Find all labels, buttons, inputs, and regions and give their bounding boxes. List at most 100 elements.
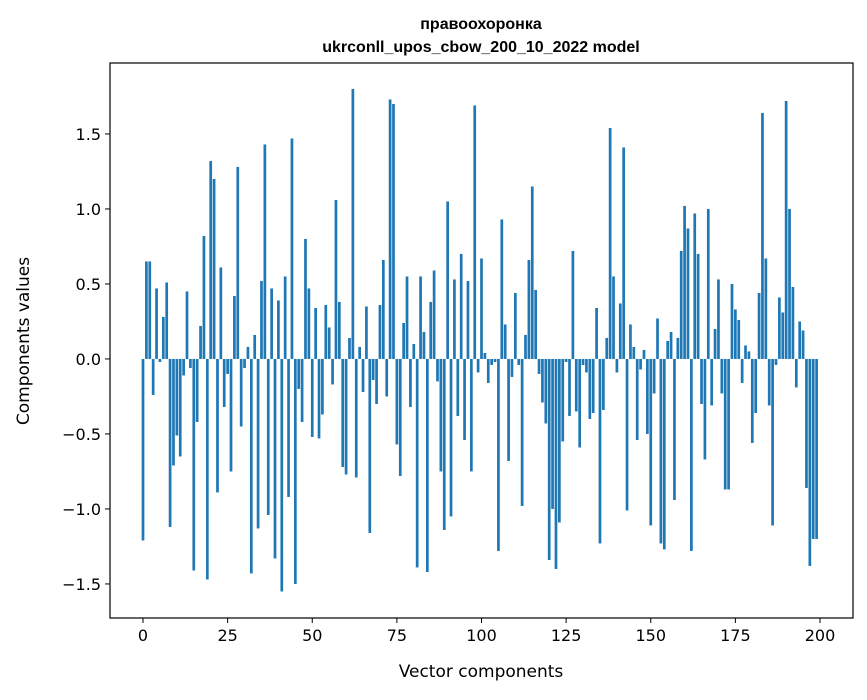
bar-46 bbox=[297, 358, 301, 389]
bar-91 bbox=[449, 358, 453, 517]
bar-183 bbox=[761, 112, 764, 359]
x-tick-label: 0 bbox=[138, 626, 148, 645]
bar-27 bbox=[233, 295, 236, 359]
bar-86 bbox=[432, 270, 436, 359]
bar-52 bbox=[317, 358, 321, 439]
bar-147 bbox=[639, 358, 642, 370]
bar-186 bbox=[771, 358, 774, 526]
bar-196 bbox=[805, 358, 808, 488]
bar-130 bbox=[581, 358, 585, 365]
bar-132 bbox=[588, 358, 592, 419]
bar-154 bbox=[662, 358, 666, 550]
bar-11 bbox=[178, 358, 182, 457]
bar-144 bbox=[629, 324, 632, 359]
bar-54 bbox=[324, 304, 328, 359]
bar-104 bbox=[493, 358, 497, 362]
bar-198 bbox=[811, 358, 815, 539]
y-axis-label: Components values bbox=[14, 257, 34, 425]
bar-72 bbox=[385, 358, 389, 397]
bar-71 bbox=[381, 259, 385, 359]
bar-1 bbox=[145, 261, 148, 359]
bar-105 bbox=[497, 358, 500, 551]
y-tick-label: 0.5 bbox=[76, 275, 101, 294]
bar-171 bbox=[720, 358, 724, 394]
bar-23 bbox=[219, 267, 223, 359]
bar-131 bbox=[585, 358, 588, 373]
bar-187 bbox=[774, 358, 778, 365]
bar-122 bbox=[554, 358, 558, 569]
x-tick-label: 50 bbox=[302, 626, 322, 645]
bar-127 bbox=[571, 250, 575, 359]
bar-124 bbox=[561, 358, 565, 442]
bar-156 bbox=[669, 331, 673, 359]
bar-169 bbox=[713, 328, 717, 359]
bar-13 bbox=[185, 291, 189, 359]
bar-146 bbox=[635, 358, 639, 440]
bar-117 bbox=[537, 358, 541, 374]
x-tick-label: 200 bbox=[805, 626, 836, 645]
bar-10 bbox=[175, 358, 179, 436]
bar-62 bbox=[351, 88, 355, 359]
bar-29 bbox=[239, 358, 243, 427]
x-tick-label: 125 bbox=[551, 626, 582, 645]
bar-176 bbox=[737, 319, 741, 359]
bar-168 bbox=[710, 358, 714, 406]
bar-70 bbox=[378, 304, 382, 359]
bar-128 bbox=[574, 358, 578, 412]
bar-64 bbox=[358, 346, 361, 359]
chart-title: правоохоронка bbox=[420, 16, 542, 33]
bar-16 bbox=[195, 358, 199, 422]
bar-38 bbox=[270, 288, 273, 359]
bar-143 bbox=[625, 358, 629, 511]
bar-84 bbox=[425, 358, 429, 572]
bar-199 bbox=[815, 358, 818, 539]
bar-68 bbox=[371, 358, 375, 380]
bar-174 bbox=[730, 283, 734, 359]
bar-47 bbox=[300, 358, 304, 422]
bar-139 bbox=[612, 276, 615, 359]
bar-61 bbox=[348, 337, 351, 359]
bar-66 bbox=[365, 306, 368, 359]
bar-173 bbox=[727, 358, 730, 490]
bar-103 bbox=[490, 358, 494, 365]
bar-175 bbox=[734, 309, 737, 359]
bar-93 bbox=[456, 358, 460, 416]
bar-85 bbox=[429, 301, 433, 359]
bar-81 bbox=[415, 358, 419, 568]
bar-56 bbox=[331, 358, 334, 385]
bar-59 bbox=[341, 358, 345, 467]
bar-41 bbox=[280, 358, 284, 592]
bar-24 bbox=[222, 358, 226, 407]
bar-43 bbox=[287, 358, 290, 497]
bar-96 bbox=[466, 280, 470, 359]
x-tick-label: 75 bbox=[387, 626, 407, 645]
bar-170 bbox=[717, 279, 720, 359]
bar-83 bbox=[422, 331, 426, 359]
bar-90 bbox=[446, 201, 450, 359]
bar-129 bbox=[578, 358, 582, 448]
bar-37 bbox=[266, 358, 270, 515]
bar-89 bbox=[442, 358, 446, 530]
bar-151 bbox=[652, 358, 656, 394]
bar-60 bbox=[344, 358, 348, 475]
bar-121 bbox=[551, 358, 554, 509]
x-tick-label: 25 bbox=[217, 626, 237, 645]
bar-65 bbox=[361, 358, 365, 392]
bar-190 bbox=[784, 100, 788, 359]
bar-166 bbox=[703, 358, 707, 460]
bar-182 bbox=[757, 292, 761, 359]
bar-30 bbox=[243, 358, 246, 368]
x-tick-label: 175 bbox=[720, 626, 751, 645]
bar-98 bbox=[473, 105, 477, 359]
bar-77 bbox=[402, 322, 405, 359]
bar-3 bbox=[151, 358, 155, 395]
bar-155 bbox=[666, 340, 670, 359]
bar-5 bbox=[158, 358, 162, 362]
bar-133 bbox=[591, 358, 595, 413]
bar-193 bbox=[794, 358, 798, 388]
bar-161 bbox=[686, 228, 690, 359]
bar-75 bbox=[395, 358, 399, 445]
bar-19 bbox=[205, 358, 209, 580]
bar-172 bbox=[723, 358, 727, 490]
bar-135 bbox=[598, 358, 602, 544]
